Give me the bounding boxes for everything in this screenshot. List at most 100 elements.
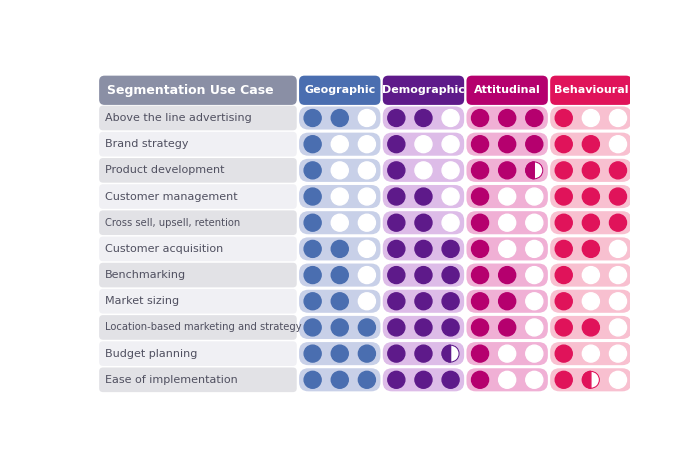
Circle shape (442, 188, 459, 205)
FancyBboxPatch shape (99, 158, 297, 183)
Circle shape (304, 110, 321, 126)
Text: Behavioural: Behavioural (554, 85, 628, 95)
FancyBboxPatch shape (99, 184, 297, 209)
FancyBboxPatch shape (550, 185, 631, 208)
FancyBboxPatch shape (550, 106, 631, 130)
Circle shape (526, 266, 543, 283)
Circle shape (610, 266, 627, 283)
Circle shape (331, 371, 349, 388)
Circle shape (304, 188, 321, 205)
FancyBboxPatch shape (550, 211, 631, 234)
Circle shape (331, 110, 349, 126)
Text: Benchmarking: Benchmarking (105, 270, 186, 280)
Circle shape (304, 136, 321, 153)
Circle shape (582, 162, 599, 179)
FancyBboxPatch shape (99, 368, 297, 392)
Circle shape (304, 345, 321, 362)
Circle shape (555, 293, 573, 310)
FancyBboxPatch shape (466, 159, 548, 182)
FancyBboxPatch shape (550, 368, 631, 392)
Circle shape (358, 345, 375, 362)
Circle shape (442, 266, 459, 283)
Circle shape (610, 188, 627, 205)
Circle shape (582, 136, 599, 153)
Text: Product development: Product development (105, 165, 225, 175)
Circle shape (498, 319, 516, 336)
FancyBboxPatch shape (466, 290, 548, 313)
Circle shape (526, 371, 543, 388)
Circle shape (582, 188, 599, 205)
Text: Customer management: Customer management (105, 192, 238, 202)
Circle shape (415, 371, 432, 388)
Text: Segmentation Use Case: Segmentation Use Case (107, 84, 274, 97)
FancyBboxPatch shape (299, 264, 381, 287)
Circle shape (582, 266, 599, 283)
Circle shape (582, 345, 599, 362)
Circle shape (555, 188, 573, 205)
FancyBboxPatch shape (550, 133, 631, 156)
Circle shape (582, 214, 599, 231)
Circle shape (388, 371, 405, 388)
Circle shape (331, 188, 349, 205)
FancyBboxPatch shape (550, 342, 631, 365)
Circle shape (472, 188, 489, 205)
FancyBboxPatch shape (466, 342, 548, 365)
Circle shape (331, 162, 349, 179)
Circle shape (388, 110, 405, 126)
FancyBboxPatch shape (383, 185, 464, 208)
Circle shape (331, 345, 349, 362)
Circle shape (304, 266, 321, 283)
Circle shape (555, 319, 573, 336)
Circle shape (498, 241, 516, 258)
Circle shape (526, 319, 543, 336)
Text: Ease of implementation: Ease of implementation (105, 375, 238, 385)
FancyBboxPatch shape (550, 237, 631, 260)
FancyBboxPatch shape (466, 106, 548, 130)
FancyBboxPatch shape (466, 237, 548, 260)
Circle shape (472, 319, 489, 336)
Circle shape (358, 162, 375, 179)
FancyBboxPatch shape (99, 236, 297, 261)
Circle shape (582, 293, 599, 310)
Text: Customer acquisition: Customer acquisition (105, 244, 223, 254)
Circle shape (358, 188, 375, 205)
FancyBboxPatch shape (99, 315, 297, 340)
FancyBboxPatch shape (99, 106, 297, 130)
Circle shape (304, 241, 321, 258)
FancyBboxPatch shape (383, 133, 464, 156)
FancyBboxPatch shape (299, 237, 381, 260)
Circle shape (388, 214, 405, 231)
Circle shape (415, 293, 432, 310)
Text: Attitudinal: Attitudinal (474, 85, 540, 95)
Circle shape (498, 136, 516, 153)
Circle shape (472, 241, 489, 258)
Circle shape (358, 214, 375, 231)
Circle shape (331, 293, 349, 310)
Circle shape (415, 136, 432, 153)
FancyBboxPatch shape (99, 263, 297, 287)
FancyBboxPatch shape (99, 76, 297, 105)
Circle shape (472, 136, 489, 153)
Circle shape (610, 214, 627, 231)
Circle shape (442, 345, 459, 362)
Circle shape (498, 162, 516, 179)
Circle shape (555, 162, 573, 179)
FancyBboxPatch shape (383, 342, 464, 365)
Circle shape (358, 293, 375, 310)
Circle shape (442, 319, 459, 336)
Circle shape (610, 162, 627, 179)
Circle shape (555, 345, 573, 362)
Circle shape (415, 345, 432, 362)
FancyBboxPatch shape (383, 237, 464, 260)
Circle shape (498, 266, 516, 283)
FancyBboxPatch shape (383, 290, 464, 313)
Circle shape (358, 266, 375, 283)
Circle shape (555, 266, 573, 283)
Circle shape (582, 371, 599, 388)
Circle shape (442, 110, 459, 126)
FancyBboxPatch shape (99, 211, 297, 235)
FancyBboxPatch shape (383, 264, 464, 287)
Circle shape (498, 214, 516, 231)
FancyBboxPatch shape (466, 368, 548, 392)
Circle shape (388, 319, 405, 336)
